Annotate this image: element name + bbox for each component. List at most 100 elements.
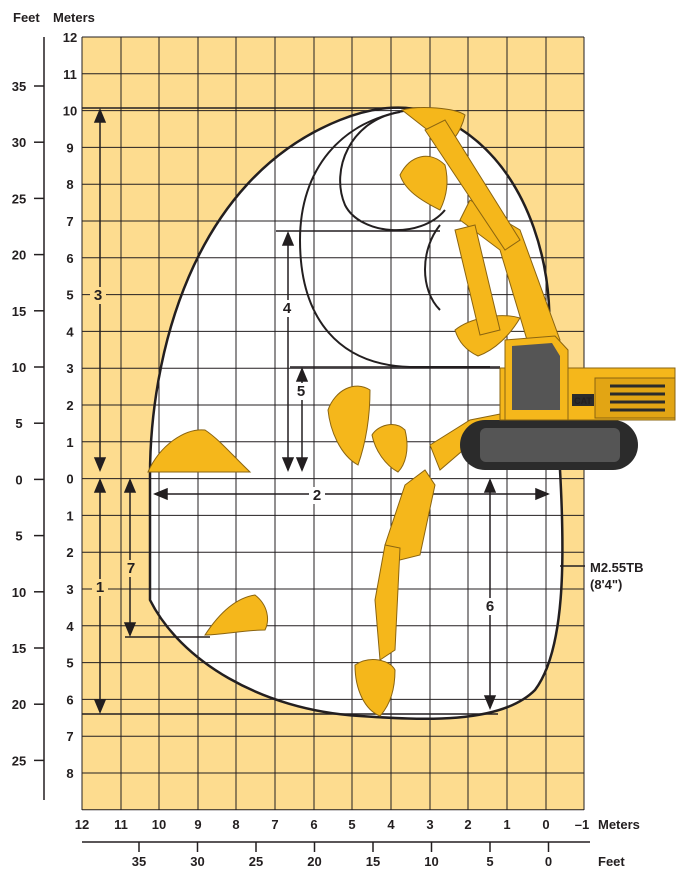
- meters-y-tick: 7: [66, 214, 73, 229]
- meters-y-tick: 0: [66, 472, 73, 487]
- bucket-positions: [147, 107, 521, 717]
- meters-x-tick: 7: [271, 817, 278, 832]
- meters-x-tick: 4: [387, 817, 395, 832]
- inner-curve-large: [298, 109, 490, 368]
- bucket-ground-right: [371, 424, 408, 473]
- meters-y-tick: 6: [66, 251, 73, 266]
- feet-y-tick: 35: [12, 79, 26, 94]
- upper-stick: [424, 119, 521, 251]
- meters-y-tick: 3: [66, 361, 73, 376]
- grid-lines: [81, 36, 585, 811]
- meters-x-tick: 6: [310, 817, 317, 832]
- feet-y-tick: 15: [12, 304, 26, 319]
- feet-x-tick: 15: [366, 854, 380, 869]
- dimension-label-bg: [309, 487, 325, 504]
- meters-y-tick: 3: [66, 582, 73, 597]
- meters-x-tick: 10: [152, 817, 166, 832]
- meters-top-label: Meters: [53, 10, 95, 25]
- meters-x-tick: –1: [575, 817, 589, 832]
- meters-y-tick: 1: [66, 508, 73, 523]
- dimension-label-bg: [123, 560, 139, 577]
- dimension-label-6: 6: [486, 598, 494, 615]
- excavator-body: CAT: [460, 335, 676, 470]
- feet-x-tick: 10: [424, 854, 438, 869]
- meters-y-tick: 5: [66, 288, 73, 303]
- dimension-label-5: 5: [297, 383, 305, 400]
- dimension-label-2: 2: [313, 487, 321, 504]
- dimension-label-4: 4: [283, 300, 292, 317]
- dimension-number-labels: 1 2 3 4 5 6 7: [90, 287, 498, 615]
- feet-y-tick: 20: [12, 697, 26, 712]
- feet-x-tick: 5: [486, 854, 493, 869]
- meters-y-tick: 7: [66, 729, 73, 744]
- meters-y-tick: 2: [66, 398, 73, 413]
- feet-y-tick: 5: [15, 529, 22, 544]
- meters-y-tick: 6: [66, 692, 73, 707]
- dimension-label-bg: [293, 383, 309, 400]
- stick-label: M2.55TB: [590, 560, 643, 575]
- cat-badge: [572, 394, 594, 406]
- bucket-bottom: [354, 659, 396, 717]
- meters-y-tick: 2: [66, 545, 73, 560]
- dimension-label-bg: [279, 300, 295, 317]
- inner-curve-small: [424, 224, 441, 311]
- cat-badge-text: CAT: [574, 396, 592, 406]
- feet-y-ticks: 35 30 25 20 15 10 5 0 5 10 15 20 25: [12, 79, 44, 768]
- feet-y-tick: 25: [12, 753, 26, 768]
- meters-y-tick: 1: [66, 435, 73, 450]
- meters-y-tick: 9: [66, 140, 73, 155]
- meters-x-tick: 5: [348, 817, 355, 832]
- meters-y-tick: 11: [63, 67, 77, 82]
- lower-stick-2: [374, 544, 401, 661]
- feet-y-tick: 10: [12, 360, 26, 375]
- feet-y-tick: 25: [12, 191, 26, 206]
- feet-x-ticks: 35 30 25 20 15 10 5 0: [132, 842, 552, 869]
- dimension-label-1: 1: [96, 579, 104, 596]
- grille: [610, 384, 665, 412]
- meters-y-tick: 8: [66, 766, 73, 781]
- lower-stick: [384, 469, 436, 561]
- feet-y-tick: 5: [15, 416, 22, 431]
- feet-x-tick: 20: [307, 854, 321, 869]
- meters-x-tick: 3: [426, 817, 433, 832]
- cab-window: [512, 343, 560, 410]
- dimension-label-3: 3: [94, 287, 102, 304]
- bucket-ground-left: [147, 429, 252, 473]
- meters-y-tick: 5: [66, 656, 73, 671]
- feet-y-tick: 0: [15, 472, 22, 487]
- dimension-lines: [82, 107, 550, 715]
- meters-x-tick: 9: [194, 817, 201, 832]
- feet-x-tick: 0: [545, 854, 552, 869]
- meters-y-tick: 12: [63, 30, 77, 45]
- meters-x-tick: 11: [114, 817, 128, 832]
- feet-x-tick: 25: [249, 854, 263, 869]
- stick-label-ft: (8'4"): [590, 577, 622, 592]
- bucket-ground-mid: [327, 385, 371, 466]
- meters-x-tick: 0: [542, 817, 549, 832]
- dimension-label-bg: [92, 579, 108, 596]
- track-inner: [480, 428, 620, 462]
- feet-x-tick: 35: [132, 854, 146, 869]
- inner-curve-mid: [339, 111, 446, 231]
- meters-x-tick: 8: [232, 817, 239, 832]
- counterweight: [594, 377, 676, 419]
- mid-stick: [454, 224, 501, 336]
- meters-y-tick: 8: [66, 177, 73, 192]
- feet-top-label: Feet: [13, 10, 40, 25]
- bucket-low-left: [204, 594, 268, 636]
- feet-y-tick: 15: [12, 641, 26, 656]
- meters-x-ticks: 12 11 10 9 8 7 6 5 4 3 2 1 0 –1: [75, 817, 589, 832]
- bucket-upper-left: [399, 155, 448, 211]
- dimension-label-bg: [482, 598, 498, 615]
- meters-bottom-label: Meters: [598, 817, 640, 832]
- meters-x-tick: 1: [503, 817, 510, 832]
- meters-y-tick: 4: [66, 324, 74, 339]
- dimension-label-bg: [90, 287, 106, 304]
- dimension-label-7: 7: [127, 560, 135, 577]
- feet-bottom-label: Feet: [598, 854, 625, 869]
- feet-y-tick: 10: [12, 585, 26, 600]
- inner-curves: [298, 109, 490, 368]
- meters-x-tick: 12: [75, 817, 89, 832]
- feet-y-tick: 20: [12, 248, 26, 263]
